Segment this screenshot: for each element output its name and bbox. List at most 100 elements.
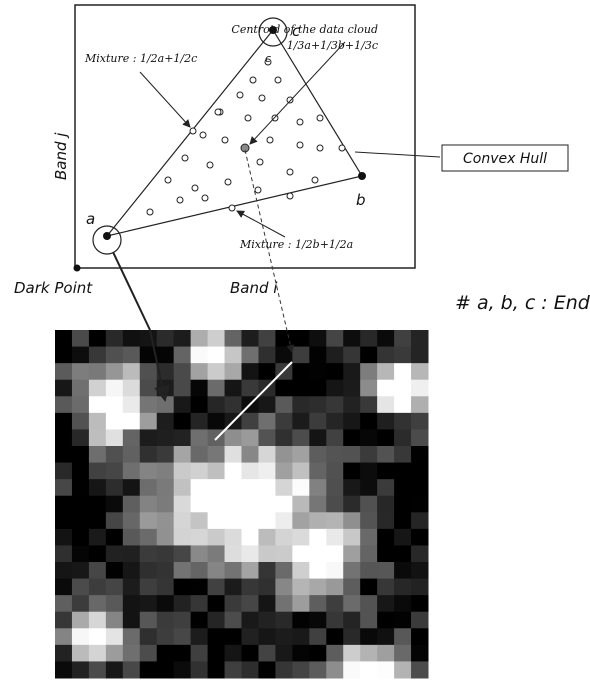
pixel <box>55 595 72 612</box>
pixel <box>191 512 208 529</box>
pixel <box>72 562 89 579</box>
pixel <box>292 595 309 612</box>
pixel <box>360 529 377 546</box>
pixel <box>191 645 208 662</box>
pixel <box>191 363 208 380</box>
pixel <box>292 380 309 397</box>
pixel <box>394 512 411 529</box>
pixel <box>343 463 360 480</box>
pixel <box>242 545 259 562</box>
pixel <box>174 595 191 612</box>
pixel <box>394 330 411 347</box>
pixel <box>225 363 242 380</box>
pixel <box>123 347 140 364</box>
pixel <box>326 645 343 662</box>
pixel <box>106 595 123 612</box>
pixel <box>309 595 326 612</box>
pixel <box>258 496 275 513</box>
endmember-label: c <box>265 52 271 65</box>
pixel <box>123 479 140 496</box>
pixel <box>377 380 394 397</box>
pixel <box>309 347 326 364</box>
pixel <box>140 380 157 397</box>
pixel <box>258 429 275 446</box>
pixel <box>106 446 123 463</box>
pixel <box>140 579 157 596</box>
pixel <box>174 429 191 446</box>
pixel <box>225 512 242 529</box>
pixel <box>343 330 360 347</box>
pixel <box>343 413 360 430</box>
pixel <box>258 396 275 413</box>
pixel <box>157 529 174 546</box>
pixel <box>157 579 174 596</box>
pixel <box>309 429 326 446</box>
pixel <box>394 380 411 397</box>
pixel <box>377 413 394 430</box>
pixel <box>377 446 394 463</box>
pixel <box>89 380 106 397</box>
pixel <box>208 545 225 562</box>
pixel <box>55 545 72 562</box>
pixel <box>123 628 140 645</box>
pixel <box>343 512 360 529</box>
pixel <box>343 380 360 397</box>
pixel <box>242 429 259 446</box>
pixel <box>394 645 411 662</box>
pixel <box>106 479 123 496</box>
origin-label: Dark Point <box>14 279 93 297</box>
pixel <box>89 628 106 645</box>
pixel <box>258 529 275 546</box>
pixel <box>208 628 225 645</box>
pixel <box>157 512 174 529</box>
pixel <box>89 512 106 529</box>
pixel <box>106 612 123 629</box>
figure: Convex Hull Mixture : 1/2a+1/2c Centroid… <box>0 0 590 682</box>
pixel <box>292 545 309 562</box>
pixel <box>174 413 191 430</box>
pixel <box>55 645 72 662</box>
pixel <box>258 612 275 629</box>
pixel <box>55 562 72 579</box>
pixel <box>326 380 343 397</box>
pixel <box>292 463 309 480</box>
pixel <box>106 330 123 347</box>
pixel <box>140 545 157 562</box>
pixel <box>309 628 326 645</box>
pixel <box>411 413 428 430</box>
pixel <box>326 446 343 463</box>
pixel <box>72 512 89 529</box>
pixel <box>140 661 157 678</box>
pixel <box>174 347 191 364</box>
pixel <box>377 463 394 480</box>
pixel <box>191 429 208 446</box>
pixel <box>309 446 326 463</box>
pixel <box>89 396 106 413</box>
cloud-point <box>287 97 293 103</box>
cloud-point <box>237 92 243 98</box>
pixel <box>225 429 242 446</box>
pixel <box>242 595 259 612</box>
pixel <box>242 413 259 430</box>
pixel <box>411 545 428 562</box>
pixel <box>174 496 191 513</box>
pixel <box>106 545 123 562</box>
pixel <box>258 413 275 430</box>
pixel <box>55 330 72 347</box>
pixel <box>140 413 157 430</box>
pixel <box>309 512 326 529</box>
pixel <box>55 380 72 397</box>
pixel <box>174 579 191 596</box>
pixel <box>326 496 343 513</box>
arrow <box>245 150 292 352</box>
pixel <box>55 512 72 529</box>
pixel <box>326 661 343 678</box>
pixel <box>242 562 259 579</box>
pixel <box>174 562 191 579</box>
pixel <box>292 396 309 413</box>
pixel <box>157 612 174 629</box>
pixel <box>55 479 72 496</box>
pixel <box>123 612 140 629</box>
pixel <box>242 363 259 380</box>
pixel <box>191 347 208 364</box>
